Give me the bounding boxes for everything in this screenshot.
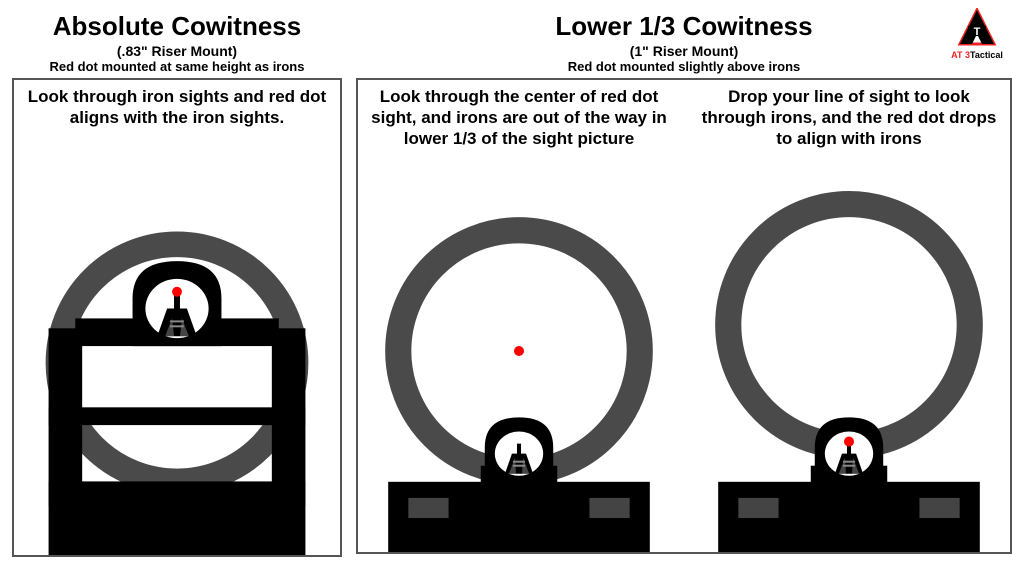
absolute-section: Absolute Cowitness (.83" Riser Mount) Re… <box>12 12 342 551</box>
col1-description: Look through the center of red dot sight… <box>358 80 680 190</box>
lower-third-col2: Drop your line of sight to look through … <box>688 80 1010 552</box>
col2-description: Drop your line of sight to look through … <box>688 80 1010 190</box>
absolute-title: Absolute Cowitness <box>12 12 342 41</box>
absolute-subtitle1: (.83" Riser Mount) <box>12 43 342 59</box>
optic-ring <box>728 204 970 446</box>
lower-third-panel: Look through the center of red dot sight… <box>356 78 1012 554</box>
col1-sight-diagram <box>358 190 680 552</box>
red-dot <box>172 286 182 296</box>
col2-sight-svg <box>688 190 1010 552</box>
absolute-sight-svg <box>14 190 340 556</box>
absolute-panel: Look through iron sights and red dot ali… <box>12 78 342 558</box>
lower-third-title: Lower 1/3 Cowitness <box>356 12 1012 41</box>
red-dot <box>844 436 854 446</box>
absolute-sight-diagram <box>14 190 340 556</box>
brand-text: AT 3Tactical <box>942 50 1012 60</box>
absolute-subtitle2: Red dot mounted at same height as irons <box>12 59 342 74</box>
brand-logo: T AT 3Tactical <box>942 8 1012 60</box>
absolute-header: Absolute Cowitness (.83" Riser Mount) Re… <box>12 12 342 74</box>
lower-third-subtitle1: (1" Riser Mount) <box>356 43 1012 59</box>
lower-third-section: Lower 1/3 Cowitness (1" Riser Mount) Red… <box>356 12 1012 551</box>
lower-third-subtitle2: Red dot mounted slightly above irons <box>356 59 1012 74</box>
lower-third-col1: Look through the center of red dot sight… <box>358 80 680 552</box>
col2-sight-diagram <box>688 190 1010 552</box>
absolute-description: Look through iron sights and red dot ali… <box>14 80 340 190</box>
main-container: Absolute Cowitness (.83" Riser Mount) Re… <box>0 0 1024 563</box>
lower-third-columns: Look through the center of red dot sight… <box>358 80 1010 552</box>
logo-icon: T <box>954 8 1000 48</box>
col1-sight-svg <box>358 190 680 552</box>
svg-text:T: T <box>974 26 981 38</box>
red-dot <box>514 346 524 356</box>
brand-suffix: Tactical <box>970 50 1003 60</box>
lower-third-header: Lower 1/3 Cowitness (1" Riser Mount) Red… <box>356 12 1012 74</box>
brand-prefix: AT 3 <box>951 50 970 60</box>
